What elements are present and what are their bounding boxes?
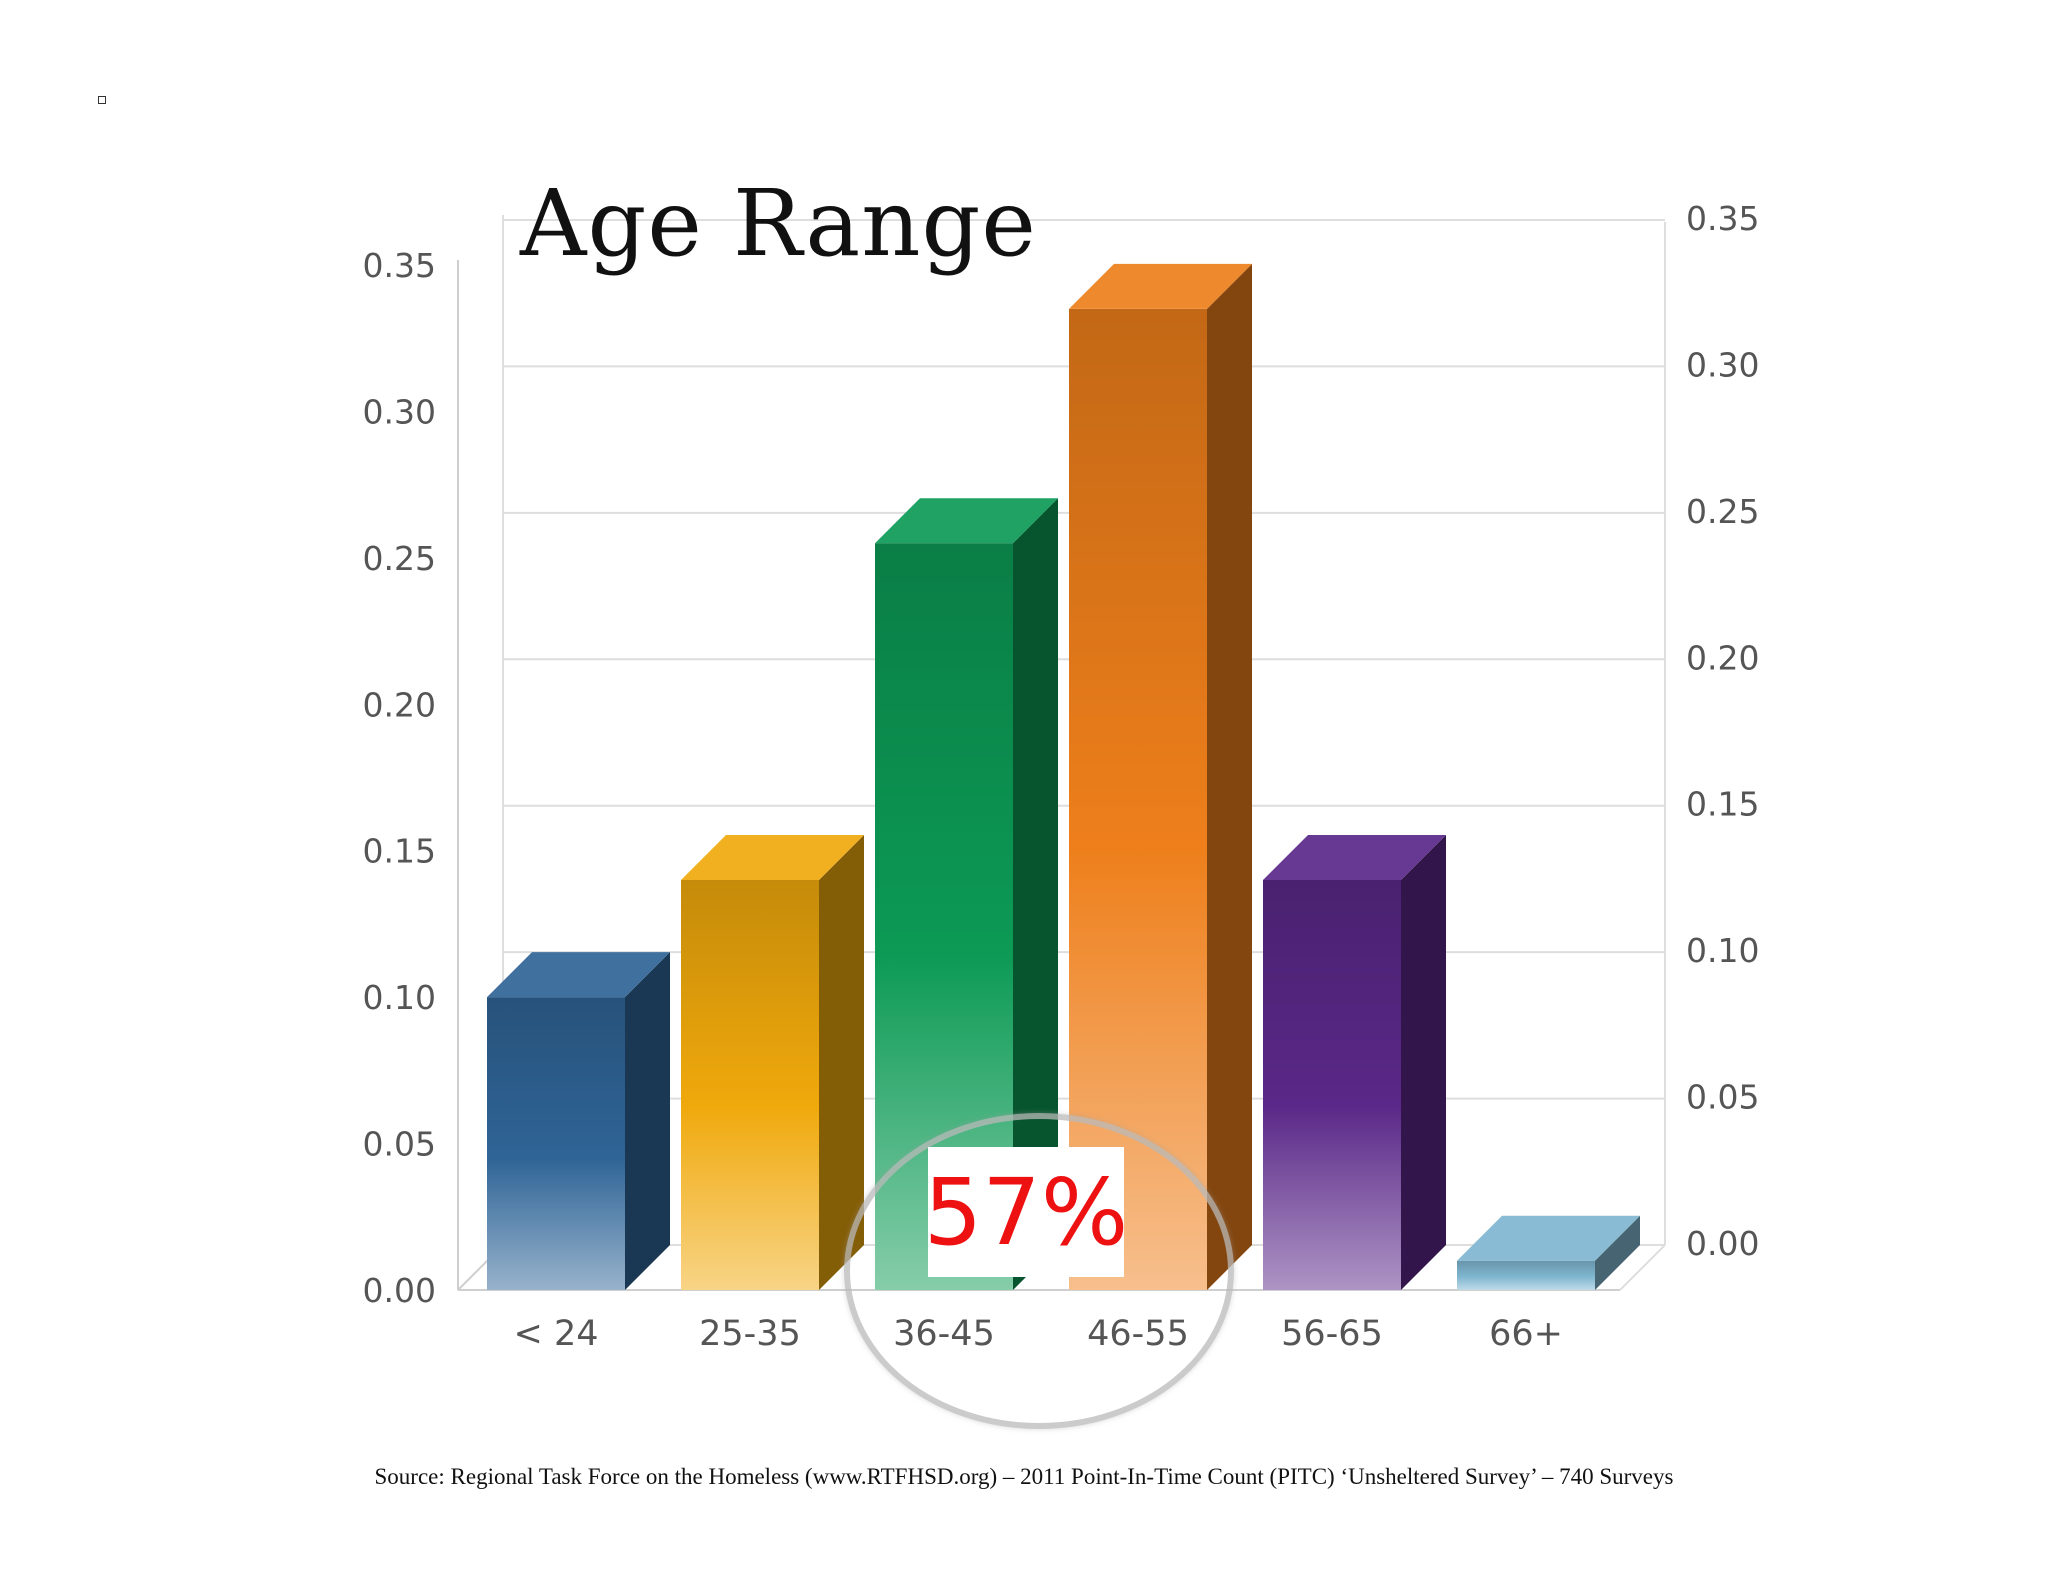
bullet-marker xyxy=(98,96,106,104)
y-tick-label-right: 0.10 xyxy=(1686,931,1759,970)
bar-6 xyxy=(1457,1215,1640,1290)
y-tick-label-right: 0.15 xyxy=(1686,785,1759,824)
bar-front xyxy=(1457,1260,1595,1290)
y-tick-label-left: 0.20 xyxy=(363,685,436,724)
x-category-label: 66+ xyxy=(1489,1314,1563,1354)
callout-box: 57% xyxy=(924,1147,1128,1277)
bar-top xyxy=(487,952,670,998)
y-tick-label-left: 0.00 xyxy=(363,1271,436,1310)
y-tick-label-left: 0.30 xyxy=(363,392,436,431)
bar-side xyxy=(1207,263,1252,1290)
bar-5 xyxy=(1263,835,1446,1290)
bar-top xyxy=(681,835,864,880)
x-category-label: < 24 xyxy=(514,1314,599,1354)
floor-right-edge xyxy=(1619,1244,1666,1291)
y-tick-label-left: 0.15 xyxy=(363,832,436,871)
chart-title: Age Range xyxy=(520,170,1037,277)
y-tick-label-right: 0.30 xyxy=(1686,345,1759,384)
y-tick-label-left: 0.05 xyxy=(363,1125,436,1164)
bar-side xyxy=(1595,1215,1640,1290)
callout-circle xyxy=(844,1113,1234,1429)
bar-2 xyxy=(681,835,864,1290)
bar-side xyxy=(625,952,670,1290)
y-tick-label-right: 0.35 xyxy=(1686,199,1759,238)
y-tick-label-left: 0.25 xyxy=(363,539,436,578)
source-citation: Source: Regional Task Force on the Homel… xyxy=(374,1464,1674,1489)
y-tick-label-right: 0.00 xyxy=(1686,1224,1759,1263)
y-tick-label-right: 0.20 xyxy=(1686,638,1759,677)
bar-side xyxy=(1401,835,1446,1290)
y-tick-label-left: 0.10 xyxy=(363,978,436,1017)
callout-percentage: 57% xyxy=(923,1158,1129,1266)
y-tick-label-right: 0.25 xyxy=(1686,492,1759,531)
bar-1 xyxy=(487,952,670,1290)
bar-top xyxy=(1263,835,1446,880)
x-category-label: 25-35 xyxy=(699,1314,801,1354)
bar-front xyxy=(681,880,819,1290)
bar-front xyxy=(487,997,625,1290)
bar-front xyxy=(1263,880,1401,1290)
bar-top xyxy=(1069,263,1252,309)
bar-side xyxy=(819,835,864,1290)
y-tick-label-right: 0.05 xyxy=(1686,1078,1759,1117)
bar-top xyxy=(875,498,1058,544)
y-tick-label-left: 0.35 xyxy=(363,246,436,285)
x-category-label: 56-65 xyxy=(1281,1314,1383,1354)
bar-side xyxy=(1013,498,1058,1290)
bar-top xyxy=(1457,1215,1640,1261)
